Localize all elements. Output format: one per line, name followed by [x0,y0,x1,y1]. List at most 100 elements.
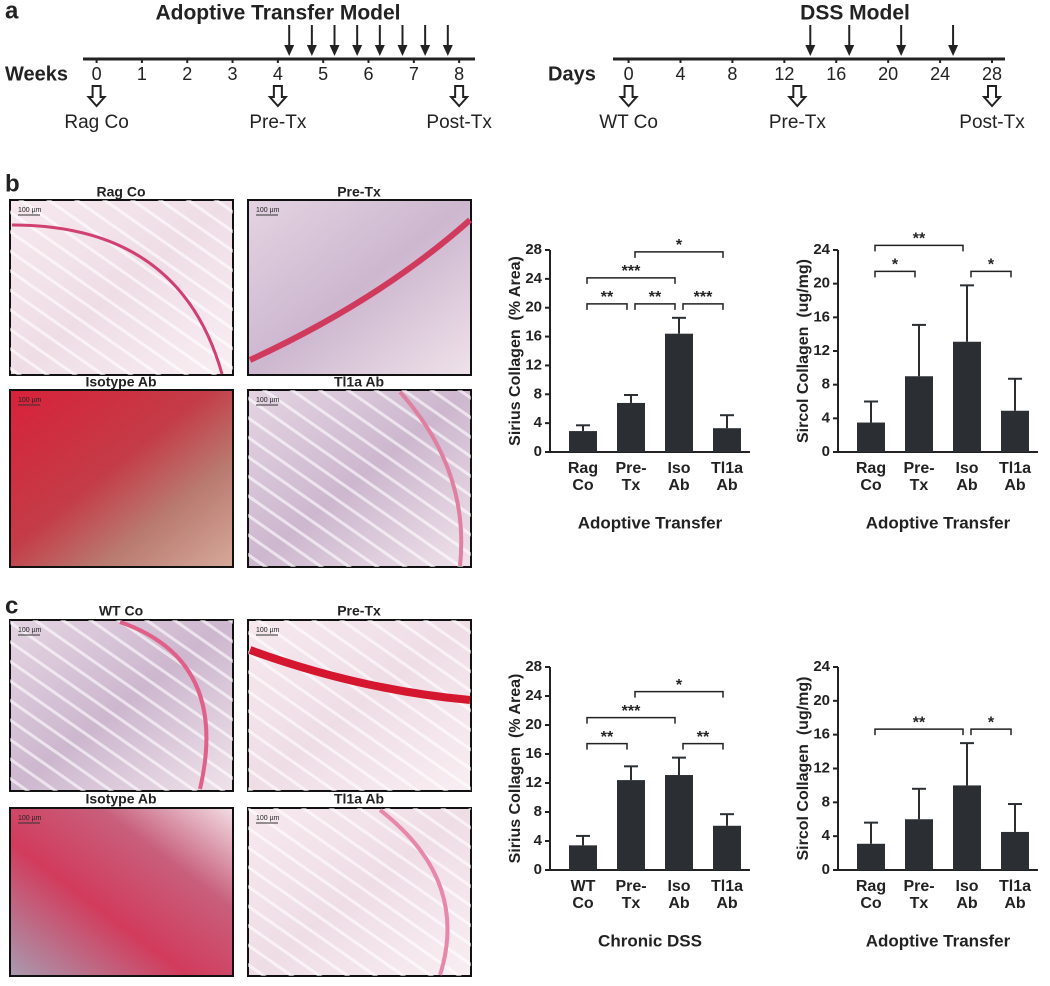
y-tick-label: 16 [525,328,542,345]
treatment-arrowhead [397,45,408,56]
x-tick-label: Rag Co [855,878,887,912]
y-tick-label: 12 [813,342,830,359]
treatment-arrowhead [420,45,431,56]
bar [905,819,933,870]
treatment-arrowhead [805,45,816,56]
y-tick-label: 24 [525,270,542,287]
y-tick-label: 20 [813,275,830,292]
treatment-arrowhead [306,45,317,56]
significance-label: ** [649,289,662,306]
bar [569,845,597,870]
y-tick-label: 4 [534,414,543,431]
histology-texture [248,808,471,976]
panel-label: a [5,0,19,24]
histology-title: Isotype Ab [85,791,156,807]
timeline-title: DSS Model [800,2,910,25]
treatment-arrowhead [374,45,385,56]
y-tick-label: 4 [822,827,831,844]
treatment-arrowhead [284,45,295,56]
significance-bracket [874,270,916,278]
tissue-edge [119,620,209,790]
significance-label: * [988,714,995,731]
timepoint-label: Rag Co [64,112,128,133]
scale-bar-label: 100 µm [18,397,42,404]
scale-bar-label: 100 µm [256,397,280,404]
y-axis-label: Sirius Collagen (% Area) [507,674,524,864]
scale-bar-label: 100 µm [18,815,42,822]
histology-images [9,199,472,568]
treatment-arrowhead [844,45,855,56]
x-tick-label: Pre-Tx [903,460,935,494]
y-tick-label: 20 [813,692,830,709]
histology-title: Tl1a Ab [334,374,384,390]
timeline-tick-label: 8 [454,64,464,84]
bar [953,785,981,870]
timeline-tick-label: 0 [92,64,102,84]
timepoint-label: WT Co [599,112,658,133]
x-tick-label: Iso Ab [955,460,979,494]
tissue-edge [398,390,464,567]
y-tick-label: 28 [525,241,542,258]
timeline-tick-label: 1 [137,64,147,84]
bar [713,825,741,870]
timepoint-arrow [981,85,1003,108]
significance-bracket [682,742,724,750]
histology-texture [248,390,471,567]
y-tick-label: 24 [813,658,830,675]
x-tick-label: Pre-Tx [615,460,647,494]
y-tick-label: 12 [813,759,830,776]
histology-title: Tl1a Ab [334,791,384,807]
timeline-tick-label: 28 [982,64,1002,84]
timeline-title: Adoptive Transfer Model [155,2,400,25]
y-tick-label: 0 [534,443,542,460]
significance-bracket [634,303,676,310]
y-axis-label: Sirius Collagen (% Area) [507,256,524,446]
y-tick-label: 16 [525,745,542,762]
timeline-tick-label: 12 [774,64,794,84]
significance-label: ** [913,231,926,248]
panel-label: c [5,592,18,619]
significance-label: ** [913,714,926,731]
bar [953,341,981,452]
timeline-tick-label: 0 [624,64,634,84]
y-tick-label: 28 [525,658,542,675]
x-axis-label: Adoptive Transfer [866,931,1011,950]
timeline-tick-label: 4 [273,64,283,84]
significance-label: ** [697,729,710,746]
histology-images [9,619,472,977]
y-tick-label: 16 [813,726,830,743]
y-tick-label: 8 [822,793,830,810]
bar [857,422,885,452]
significance-bracket [586,742,628,750]
y-axis-label: Sircol Collagen (ug/mg) [795,259,812,443]
scale-bar-label: 100 µm [18,207,42,214]
y-tick-label: 8 [534,385,542,402]
bar [1001,410,1029,452]
histology-image [9,807,234,977]
timeline-unit: Weeks [5,63,68,85]
x-tick-label: Rag Co [855,460,887,494]
x-tick-label: Rag Co [567,460,599,494]
y-tick-label: 24 [525,687,542,704]
tissue-edge [248,217,472,363]
timepoint-label: Post-Tx [426,112,492,133]
significance-bracket [874,728,964,736]
significance-bracket [682,303,724,310]
significance-label: ** [601,289,614,306]
x-tick-label: Pre-Tx [903,878,935,912]
histology-texture [248,620,471,791]
x-tick-label: Tl1a Ab [710,878,743,912]
bar [617,780,645,870]
significance-label: *** [622,703,641,720]
histology-texture [10,200,233,375]
tissue-edge [11,223,224,375]
significance-bracket [970,270,1012,278]
treatment-arrowhead [442,45,453,56]
histology-title: Pre-Tx [337,184,381,200]
x-tick-label: Pre-Tx [615,878,647,912]
significance-bracket [586,716,676,724]
significance-label: ** [601,729,614,746]
y-tick-label: 4 [534,832,543,849]
timeline-tick-label: 2 [182,64,192,84]
